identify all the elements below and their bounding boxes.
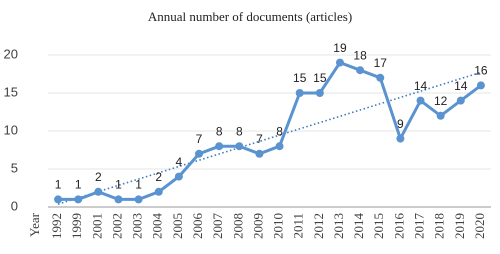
data-point — [154, 187, 163, 196]
y-tick-label: 5 — [11, 160, 18, 175]
x-tick-label: 1999 — [69, 213, 84, 239]
data-point — [174, 172, 183, 181]
x-tick-label: 2008 — [230, 213, 245, 239]
x-tick-label: 2005 — [170, 213, 185, 239]
data-label: 1 — [115, 178, 122, 192]
data-point — [114, 195, 123, 204]
x-tick-label: 2014 — [351, 213, 366, 240]
data-point — [356, 66, 365, 75]
data-label: 12 — [434, 94, 448, 108]
data-point — [215, 142, 224, 151]
x-tick-label: 2019 — [452, 213, 467, 239]
data-point — [94, 187, 103, 196]
data-label: 2 — [95, 170, 102, 184]
x-tick-label: 2009 — [250, 213, 265, 239]
x-tick-label: 2011 — [291, 213, 306, 239]
x-tick-label: 2010 — [271, 213, 286, 239]
data-point — [376, 73, 385, 82]
data-label: 15 — [313, 71, 327, 85]
data-point — [275, 142, 284, 151]
chart-title: Annual number of documents (articles) — [148, 9, 352, 24]
data-label: 1 — [55, 178, 62, 192]
x-tick-label: 2013 — [331, 213, 346, 239]
data-point — [335, 58, 344, 67]
x-tick-label: 2006 — [190, 213, 205, 240]
data-point — [456, 96, 465, 105]
data-line — [58, 60, 482, 201]
x-tick-label: 2007 — [210, 213, 225, 240]
x-tick-label: 2004 — [150, 213, 165, 240]
data-label: 14 — [414, 79, 428, 93]
x-tick-label: 2018 — [432, 213, 447, 239]
x-tick-label: 2003 — [130, 213, 145, 239]
x-tick-label: 1992 — [49, 213, 64, 239]
x-tick-label: 2016 — [391, 213, 406, 240]
x-tick-label: 2012 — [311, 213, 326, 239]
x-tick-label: 2001 — [89, 213, 104, 239]
data-point — [74, 195, 83, 204]
x-tick-label: 2020 — [472, 213, 487, 239]
data-point — [315, 89, 324, 97]
data-point — [295, 89, 304, 97]
data-point — [195, 149, 204, 158]
x-tick-label: 2002 — [109, 213, 124, 239]
data-label: 14 — [454, 79, 468, 93]
data-point — [436, 111, 445, 120]
data-label: 7 — [256, 132, 263, 146]
data-point — [476, 81, 485, 90]
data-label: 9 — [397, 117, 404, 131]
x-axis-label: Year — [27, 212, 42, 237]
data-label: 8 — [236, 124, 243, 138]
data-label: 18 — [353, 48, 367, 62]
data-label: 8 — [276, 124, 283, 138]
data-point — [235, 142, 244, 151]
data-point — [416, 96, 425, 105]
data-label: 17 — [374, 56, 388, 70]
data-label: 4 — [176, 155, 183, 169]
data-label: 19 — [333, 41, 347, 55]
x-tick-label: 2015 — [371, 213, 386, 239]
data-point — [255, 149, 264, 158]
data-label: 7 — [196, 132, 203, 146]
y-tick-label: 20 — [4, 46, 18, 61]
data-label: 16 — [474, 64, 488, 78]
data-point — [134, 195, 143, 204]
data-label: 2 — [155, 170, 162, 184]
y-tick-label: 0 — [11, 198, 18, 213]
data-label: 15 — [293, 71, 307, 85]
data-point — [396, 134, 405, 143]
trendline — [57, 71, 482, 205]
x-tick-label: 2017 — [412, 213, 427, 240]
data-label: 1 — [75, 178, 82, 192]
y-tick-label: 15 — [4, 84, 18, 99]
data-label: 1 — [135, 178, 142, 192]
data-label: 8 — [216, 124, 223, 138]
y-tick-label: 10 — [4, 122, 18, 137]
data-point — [54, 195, 63, 204]
